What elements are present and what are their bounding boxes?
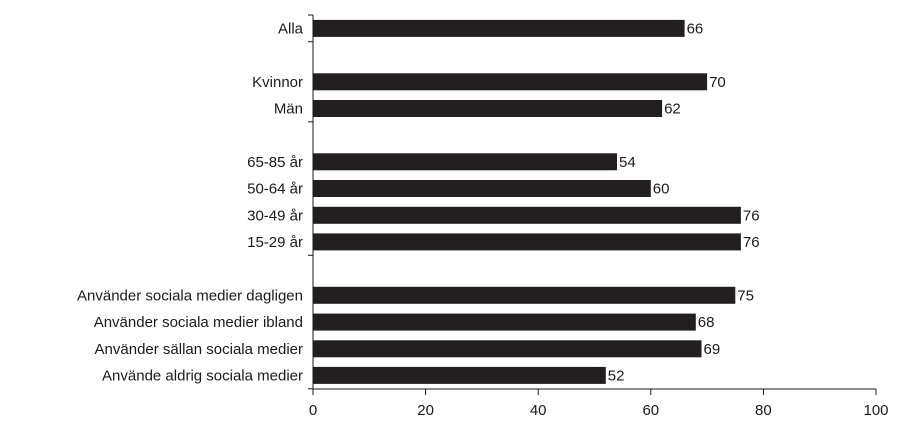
- category-label: Män: [274, 101, 303, 118]
- data-label: 66: [687, 20, 704, 37]
- category-label: Använde aldrig sociala medier: [102, 367, 303, 384]
- data-label: 76: [743, 234, 760, 251]
- data-label: 70: [709, 74, 726, 91]
- bars-layer: [313, 19, 741, 384]
- data-label: 52: [608, 367, 625, 384]
- x-tick-label: 40: [530, 402, 547, 419]
- category-label: Använder sällan sociala medier: [95, 341, 303, 358]
- bar: [313, 73, 708, 91]
- bar: [313, 206, 741, 224]
- bar: [313, 340, 702, 358]
- bar: [313, 233, 741, 251]
- x-tick-label: 80: [755, 402, 772, 419]
- bar: [313, 366, 606, 384]
- labels-layer: 66 Alla 70 Kvinnor 62 Män 54 65-85 år 60 50-64 år…: [77, 20, 760, 384]
- category-label: 65-85 år: [247, 154, 303, 171]
- category-label: 50-64 år: [247, 181, 303, 198]
- category-label: Alla: [278, 20, 304, 37]
- bar: [313, 313, 696, 331]
- category-label: Använder sociala medier dagligen: [77, 287, 303, 304]
- category-label: 15-29 år: [247, 234, 303, 251]
- x-tick-label: 60: [642, 402, 659, 419]
- category-label: Använder sociala medier ibland: [94, 314, 303, 331]
- bar: [313, 180, 651, 197]
- data-label: 68: [698, 314, 715, 331]
- bar: [313, 286, 736, 304]
- x-tick-label: 20: [417, 402, 434, 419]
- x-tick-label: 0: [309, 402, 317, 419]
- bar: [313, 100, 663, 117]
- data-label: 76: [743, 207, 760, 224]
- bar: [313, 153, 617, 171]
- category-label: Kvinnor: [252, 74, 303, 91]
- x-tick-label: 100: [863, 402, 888, 419]
- data-label: 62: [664, 101, 681, 118]
- data-label: 69: [704, 341, 721, 358]
- bar: [313, 19, 685, 37]
- data-label: 54: [619, 154, 636, 171]
- data-label: 75: [737, 287, 754, 304]
- data-label: 60: [653, 181, 670, 198]
- category-label: 30-49 år: [247, 207, 303, 224]
- axes: 0 20 40 60 80 100: [308, 14, 889, 419]
